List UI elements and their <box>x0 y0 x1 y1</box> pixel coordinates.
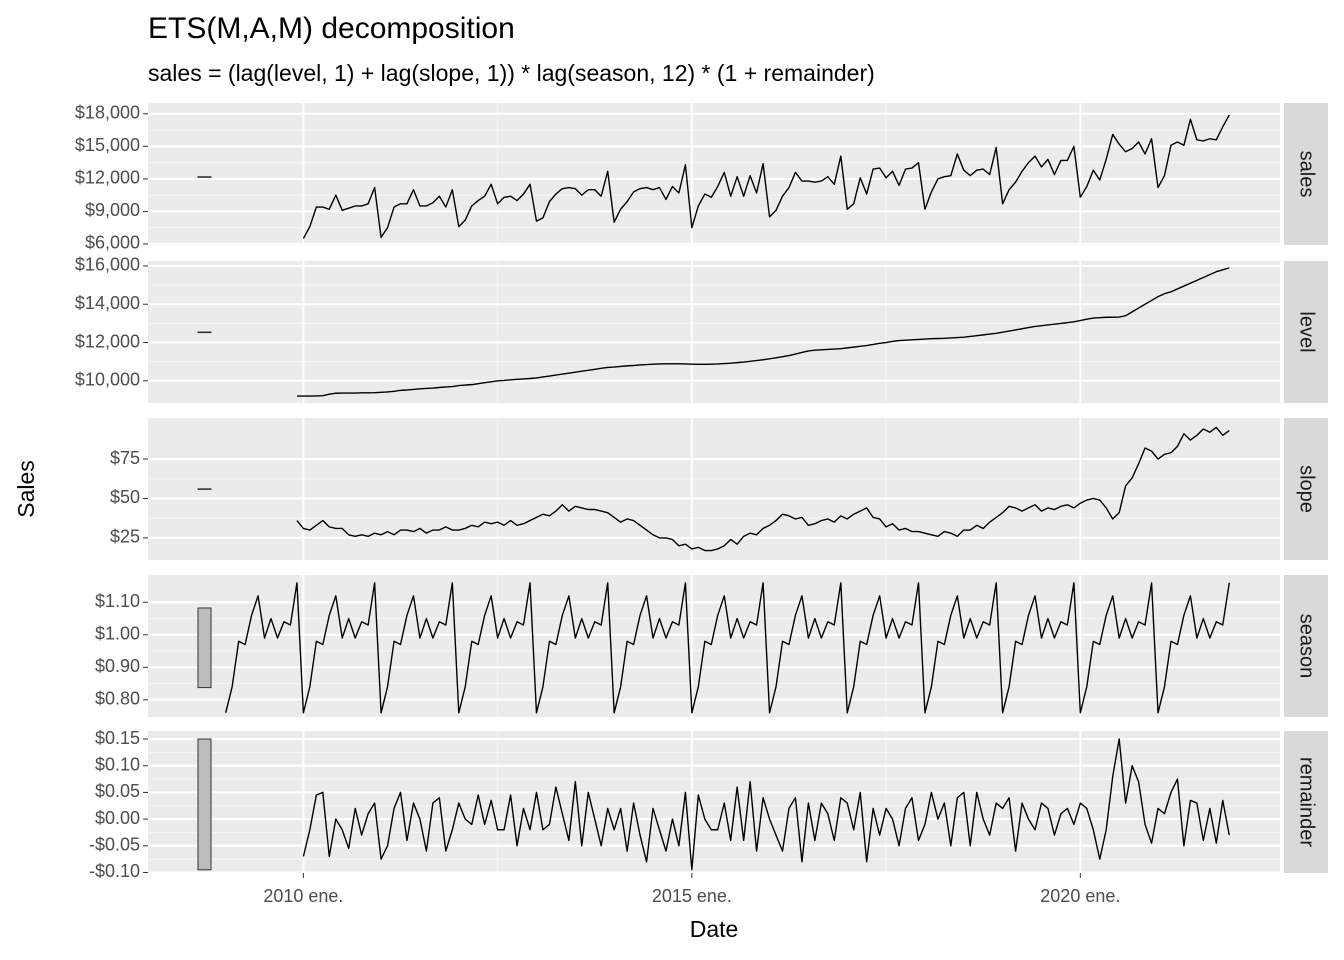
y-tick-label: -$0.10 <box>89 861 140 881</box>
y-tick-label: $75 <box>110 448 140 468</box>
y-tick-label: $0.90 <box>95 656 140 676</box>
series-line <box>296 426 1230 552</box>
y-axis-title: Sales <box>13 460 39 518</box>
strip-label: level <box>1296 311 1318 352</box>
strip-label: season <box>1296 614 1318 679</box>
x-tick-label: 2020 ene. <box>1040 886 1120 906</box>
x-tick-label: 2015 ene. <box>652 886 732 906</box>
series-line <box>225 582 1230 714</box>
y-tick-label: $0.05 <box>95 781 140 801</box>
y-tick-label: $0.80 <box>95 689 140 709</box>
y-tick-label: -$0.05 <box>89 835 140 855</box>
y-tick-label: $10,000 <box>75 370 140 390</box>
y-tick-label: $25 <box>110 527 140 547</box>
panel-background <box>148 575 1280 717</box>
strip-background <box>1284 418 1328 560</box>
scale-bar <box>197 607 212 689</box>
strip-background <box>1284 103 1328 245</box>
y-tick-label: $18,000 <box>75 103 140 123</box>
y-tick-label: $0.10 <box>95 754 140 774</box>
x-tick-label: 2010 ene. <box>263 886 343 906</box>
y-tick-label: $6,000 <box>85 233 140 253</box>
y-tick-label: $16,000 <box>75 255 140 275</box>
y-tick-label: $9,000 <box>85 200 140 220</box>
y-tick-label: $14,000 <box>75 293 140 313</box>
panel-background <box>148 731 1280 873</box>
scale-bar <box>197 176 212 178</box>
panel-background <box>148 418 1280 560</box>
y-tick-label: $0.00 <box>95 808 140 828</box>
y-tick-label: $0.15 <box>95 728 140 748</box>
series-line <box>296 267 1230 397</box>
y-tick-label: $50 <box>110 487 140 507</box>
strip-label: sales <box>1296 151 1318 198</box>
chart-subtitle: sales = (lag(level, 1) + lag(slope, 1)) … <box>148 60 875 86</box>
y-tick-label: $15,000 <box>75 135 140 155</box>
strip-background <box>1284 261 1328 403</box>
y-tick-label: $12,000 <box>75 168 140 188</box>
y-tick-label: $12,000 <box>75 331 140 351</box>
scale-bar <box>197 738 212 871</box>
chart-title: ETS(M,A,M) decomposition <box>148 12 515 45</box>
scale-bar <box>197 331 212 334</box>
series-line <box>302 114 1230 239</box>
y-tick-label: $1.10 <box>95 591 140 611</box>
strip-label: remainder <box>1296 757 1318 847</box>
y-tick-label: $1.00 <box>95 624 140 644</box>
strip-background <box>1284 731 1328 873</box>
x-axis-title: Date <box>690 916 739 942</box>
strip-label: slope <box>1296 465 1318 513</box>
panel-background <box>148 103 1280 245</box>
scale-bar <box>197 488 212 490</box>
strip-background <box>1284 575 1328 717</box>
series-line <box>302 738 1230 871</box>
